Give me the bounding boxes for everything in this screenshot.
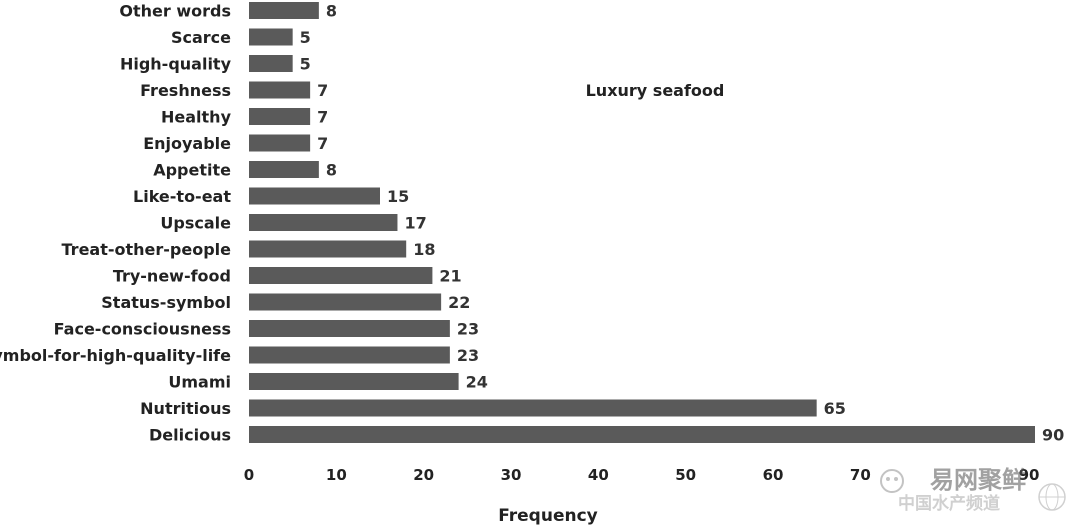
category-label: Treat-other-people [62, 240, 232, 259]
bar-umami [249, 373, 459, 390]
x-tick-label: 60 [763, 466, 784, 484]
category-label: Like-to-eat [133, 187, 231, 206]
bar-delicious [249, 426, 1035, 443]
category-label: Healthy [161, 108, 232, 127]
watermark-logo-icon [880, 469, 904, 493]
value-label: 8 [326, 161, 337, 180]
value-label: 15 [387, 187, 409, 206]
value-label: 23 [457, 320, 479, 339]
category-label: Scarce [171, 28, 231, 47]
bar-appetite [249, 161, 319, 178]
x-tick-label: 90 [1019, 466, 1040, 484]
bar-other-words [249, 2, 319, 19]
value-label: 22 [448, 293, 470, 312]
category-label: Nutritious [140, 399, 231, 418]
value-label: 65 [824, 399, 846, 418]
category-label: Status-symbol [101, 293, 231, 312]
category-label: Freshness [140, 81, 231, 100]
category-label: Enjoyable [143, 134, 231, 153]
bar-status-symbol [249, 293, 442, 311]
category-label: High-quality [120, 55, 232, 74]
x-tick-labels: 0 10 20 30 40 50 60 70 90 [244, 466, 1040, 484]
value-label: 5 [300, 55, 311, 74]
chart-annotation: Luxury seafood [586, 81, 725, 100]
category-label: Symbol-for-high-quality-life [0, 346, 231, 365]
bar-face-consciousness [249, 320, 450, 337]
value-label: 21 [439, 267, 461, 286]
bar-try-new-food [249, 267, 433, 284]
category-label: Delicious [149, 426, 231, 445]
x-axis-title: Frequency [498, 506, 598, 526]
value-label: 7 [317, 134, 328, 153]
x-tick-label: 40 [588, 466, 609, 484]
bar-healthy [249, 108, 311, 125]
value-label: 17 [404, 214, 426, 233]
watermark-text-primary: 易网聚鲜 [930, 466, 1026, 494]
category-label: Umami [168, 373, 231, 392]
bar-enjoyable [249, 134, 311, 152]
watermark-globe-icon [1038, 483, 1066, 511]
value-label: 5 [300, 28, 311, 47]
category-label: Appetite [153, 161, 231, 180]
watermark: 易网聚鲜 中国水产频道 [880, 466, 1066, 514]
category-label: Face-consciousness [54, 320, 231, 339]
value-label: 18 [413, 240, 435, 259]
value-label: 7 [317, 81, 328, 100]
x-tick-label: 0 [244, 466, 254, 484]
category-label: Other words [119, 2, 231, 21]
x-tick-label: 20 [413, 466, 434, 484]
bar-freshness [249, 81, 311, 99]
x-tick-label: 30 [501, 466, 522, 484]
bar-like-to-eat [249, 187, 380, 205]
x-tick-label: 10 [326, 466, 347, 484]
value-label: 7 [317, 108, 328, 127]
bar-scarce [249, 28, 293, 46]
bar-upscale [249, 214, 398, 231]
category-label: Upscale [160, 214, 231, 233]
value-label: 90 [1042, 426, 1064, 445]
bar-nutritious [249, 399, 817, 417]
bar-high-quality [249, 55, 293, 72]
value-label: 24 [466, 373, 488, 392]
bars-group [249, 2, 1035, 443]
value-label: 8 [326, 2, 337, 21]
x-tick-label: 50 [675, 466, 696, 484]
category-label: Try-new-food [113, 267, 231, 286]
bar-symbol-for-high-quality-life [249, 346, 450, 364]
bar-treat-other-people [249, 240, 407, 258]
watermark-text-secondary: 中国水产频道 [898, 493, 1000, 514]
value-label: 23 [457, 346, 479, 365]
category-labels: Other words Scarce High-quality Freshness He… [0, 2, 232, 445]
x-tick-label: 70 [850, 466, 871, 484]
